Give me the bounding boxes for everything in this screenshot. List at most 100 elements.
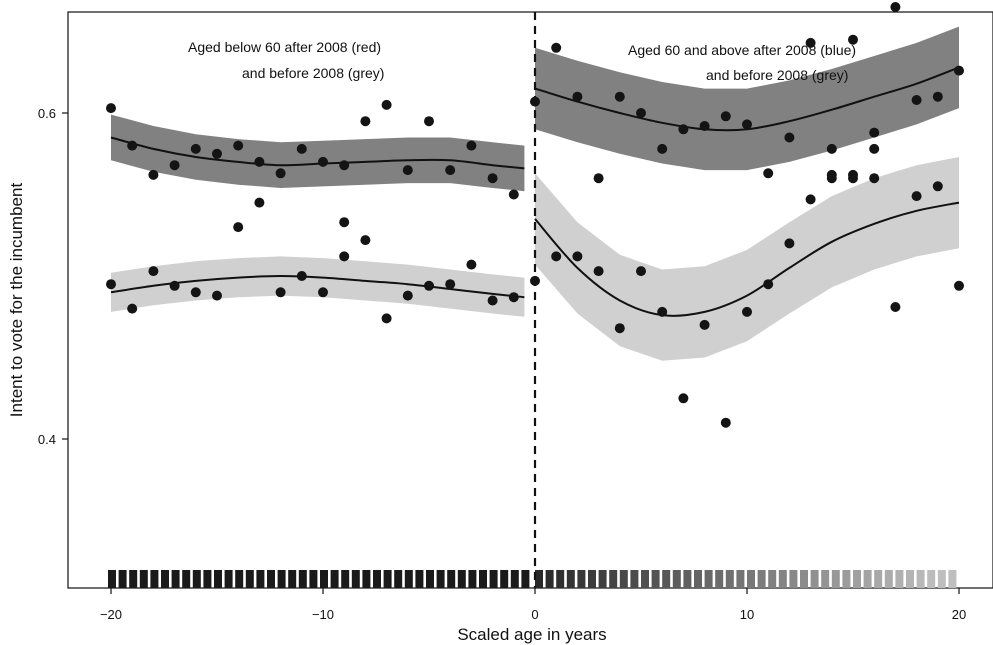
rug-mark [630,570,639,588]
rug-mark [810,570,819,588]
band-after_above [535,26,959,171]
point-before_above [805,194,816,205]
point-before_below [275,287,286,298]
rug-mark [214,570,222,588]
rug-mark [298,570,307,588]
point-before_above [826,173,837,184]
band-before_below [111,256,525,317]
rug-mark [842,570,851,588]
x-axis-title: Scaled age in years [457,625,606,644]
rug-mark [150,570,159,588]
point-after_below [318,156,328,167]
point-before_above [720,417,731,428]
point-before_above [763,279,774,290]
point-before_above [657,306,668,317]
rug-mark [500,570,509,588]
rug-mark [874,570,883,588]
point-before_below [381,313,392,324]
rug-mark [916,570,925,588]
point-after_below [424,116,434,127]
point-after_below [402,165,413,176]
point-after_above [699,121,710,131]
rug-mark [351,570,360,588]
rug-mark [725,570,734,588]
point-before_above [614,323,625,334]
point-before_below [360,235,371,246]
point-after_above [826,143,837,154]
point-after_below [169,160,180,171]
point-before_above [784,238,795,249]
point-after_above [530,96,540,107]
point-before_below [487,295,498,306]
rug-mark [863,570,872,588]
rug-mark [895,570,904,588]
point-after_above [932,91,943,102]
rug-mark [171,570,180,588]
point-after_below [508,189,519,200]
rug-mark [224,570,233,588]
rug-mark [404,570,413,588]
point-before_above [636,266,646,277]
point-before_below [318,287,328,298]
point-after_above [784,132,795,143]
rug-mark [831,570,840,588]
rug-mark [535,570,543,588]
rug-mark [715,570,724,588]
rug-mark [436,570,445,588]
point-after_above [805,37,816,48]
x-tick-label: 0 [531,607,538,622]
rug-mark [736,570,745,588]
point-before_above [890,302,901,312]
point-after_above [890,2,901,12]
rug-mark [383,570,392,588]
point-after_above [657,143,668,154]
plot-frame [67,11,993,589]
rug-mark [161,570,169,588]
point-before_below [445,279,456,290]
rug-mark [203,570,212,588]
point-after_above [551,42,562,53]
point-before_below [212,290,222,301]
point-before_below [296,271,307,281]
rug-mark [619,570,628,588]
point-after_above [678,124,689,135]
rug-mark [588,570,596,588]
point-after_above [763,168,774,179]
rug-mark [457,570,466,588]
point-after_below [275,168,286,179]
rug-mark [108,570,116,588]
point-after_above [848,34,858,45]
point-after_above [911,95,922,105]
rug-mark [853,570,861,588]
rug-mark [937,570,946,588]
point-after_below [148,169,159,180]
point-before_above [551,251,562,262]
rug-mark [651,570,660,588]
rug-mark [330,570,339,588]
rug-mark [309,570,318,588]
point-before_below [339,217,350,228]
point-before_above [593,266,604,277]
point-after_below [296,143,307,154]
y-tick-label: 0.6 [38,106,56,121]
rug-mark [489,570,498,588]
point-after_below [127,140,138,151]
fit-line-before_below [110,274,525,299]
rug-mark [320,570,328,588]
rug-mark [556,570,565,588]
rug-mark [373,570,381,588]
fit-line-before_above [534,201,960,317]
rug-mark [182,570,191,588]
rug-mark [683,570,692,588]
rug-mark [641,570,649,588]
point-before_below [169,280,180,291]
point-after_above [720,111,731,122]
rug-mark [906,570,914,588]
y-axis: 0.40.60.8 [38,106,68,447]
rug-mark [235,570,244,588]
rug-mark [566,570,575,588]
rug-mark [277,570,286,588]
point-after_below [339,160,350,171]
rug-mark [341,570,350,588]
rug-mark [192,570,201,588]
